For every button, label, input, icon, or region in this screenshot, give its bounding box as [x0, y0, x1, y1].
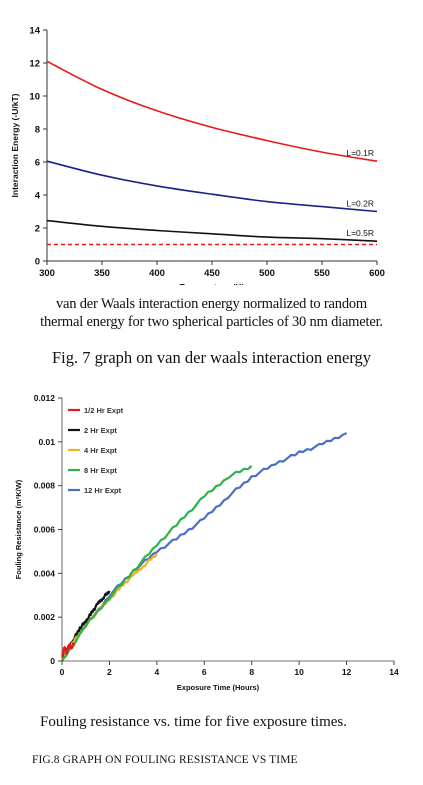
legend-label: 1/2 Hr Expt [84, 406, 124, 415]
legend-label: 8 Hr Expt [84, 466, 117, 475]
series-line-l-0-2r [46, 160, 378, 213]
series-line-8-hr-expt [61, 465, 253, 661]
series-line-l-0-1r [46, 60, 378, 162]
y-tick-label: 0 [50, 656, 55, 666]
figure8-caption-line1: Fouling resistance vs. time for five exp… [40, 714, 348, 730]
x-tick-label: 8 [249, 667, 254, 677]
series-line-l-0-5r [46, 219, 378, 242]
y-tick-label: 2 [35, 224, 40, 235]
series-line-4-hr-expt [61, 553, 158, 661]
y-tick-label: 8 [35, 125, 40, 136]
series-label: L=0.1R [346, 148, 374, 158]
y-tick-label: 0.01 [38, 437, 55, 447]
x-tick-label: 500 [259, 268, 275, 279]
legend-label: 4 Hr Expt [84, 446, 117, 455]
x-tick-label: 4 [154, 667, 159, 677]
y-axis-title: Fouling Resistance (m²K/W) [14, 479, 23, 579]
legend-label: 12 Hr Expt [84, 486, 122, 495]
x-tick-label: 550 [314, 268, 330, 279]
series-label: L=0.2R [346, 199, 374, 209]
x-axis-title: Exposure Time (Hours) [177, 683, 260, 692]
y-tick-label: 4 [35, 191, 41, 202]
series-line-1-2-hr-expt [61, 642, 75, 657]
x-tick-label: 14 [389, 667, 399, 677]
x-tick-label: 350 [94, 268, 110, 279]
y-tick-label: 14 [29, 26, 40, 37]
x-tick-label: 600 [369, 268, 385, 279]
figure8-title: FIG.8 GRAPH ON FOULING RESISTANCE VS TIM… [32, 754, 298, 766]
figure7-caption-line2: thermal energy for two spherical particl… [40, 314, 383, 330]
y-tick-label: 12 [29, 59, 40, 70]
x-tick-label: 450 [204, 268, 220, 279]
y-axis-title: Interaction Energy (-U/kT) [10, 93, 20, 197]
y-tick-label: 0 [35, 257, 40, 268]
x-tick-label: 300 [39, 268, 55, 279]
y-tick-label: 6 [35, 158, 40, 169]
interaction-energy-chart: 0 2 4 6 8 10 12 14 300 350 400 450 500 550 600 Temperat… [10, 26, 385, 286]
x-tick-label: 2 [107, 667, 112, 677]
x-tick-label: 400 [149, 268, 165, 279]
y-tick-label: 0.008 [34, 481, 56, 491]
series-line-12-hr-expt [61, 432, 348, 661]
y-tick-label: 0.006 [34, 525, 56, 535]
figure7-title: Fig. 7 graph on van der waals interactio… [51, 348, 372, 367]
x-tick-label: 6 [202, 667, 207, 677]
series-label: L=0.5R [346, 228, 374, 238]
legend-label: 2 Hr Expt [84, 426, 117, 435]
x-tick-label: 10 [294, 667, 304, 677]
y-tick-label: 0.004 [34, 568, 56, 578]
x-tick-label: 12 [342, 667, 352, 677]
x-axis-title: Temperature (K) [179, 282, 244, 285]
y-tick-label: 10 [29, 92, 40, 103]
y-tick-label: 0.002 [34, 612, 56, 622]
figure7-caption-line1: van der Waals interaction energy normali… [55, 296, 367, 312]
fouling-resistance-chart: 0 0.002 0.004 0.006 0.008 0.01 0.012 0 2 4 6 8 10 12 1… [14, 393, 399, 692]
x-tick-label: 0 [60, 667, 65, 677]
y-tick-label: 0.012 [34, 393, 56, 403]
